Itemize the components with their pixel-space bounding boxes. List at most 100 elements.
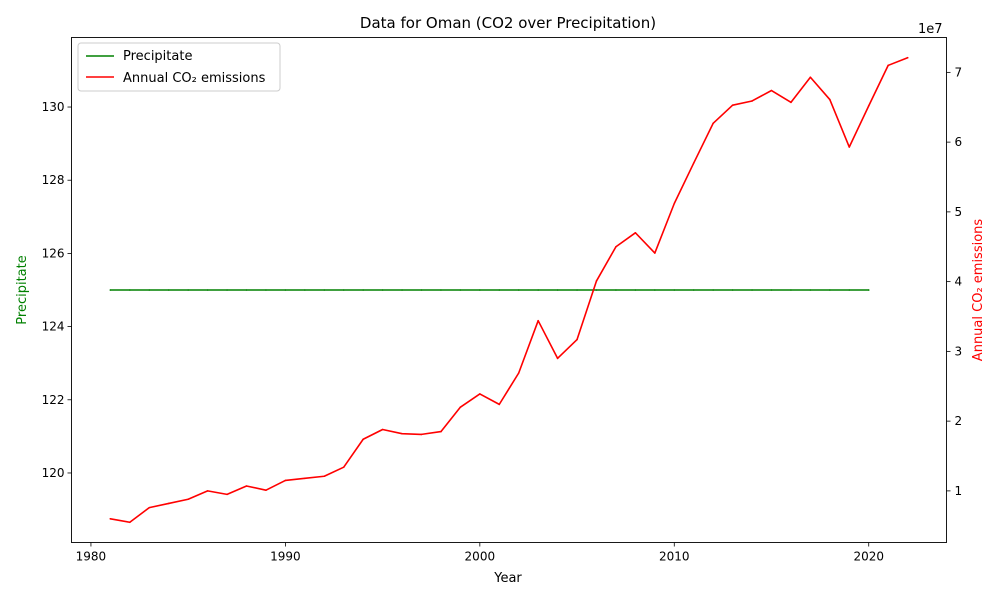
data-point-series-0-1982 [129, 289, 131, 291]
data-point-series-1-2016 [790, 101, 792, 104]
data-point-series-0-1996 [401, 289, 403, 291]
data-point-series-1-1981 [109, 517, 112, 520]
data-point-series-0-2006 [595, 289, 598, 291]
data-point-series-0-2003 [537, 289, 539, 291]
data-point-series-0-2004 [556, 289, 559, 291]
x-tick-label: 2020 [853, 550, 884, 564]
data-point-series-0-2017 [809, 289, 812, 291]
x-axis-label: Year [493, 571, 522, 586]
data-point-series-0-2007 [615, 289, 617, 291]
data-point-series-1-1991 [304, 477, 306, 480]
data-point-series-0-1992 [323, 289, 326, 291]
data-point-series-1-1997 [420, 433, 423, 436]
data-point-series-1-1999 [459, 406, 462, 408]
data-point-series-1-2022 [906, 56, 909, 59]
x-tick-label: 1990 [270, 550, 301, 564]
data-point-series-0-1997 [420, 289, 423, 291]
x-tick-label: 1980 [76, 550, 107, 564]
data-point-series-1-1982 [129, 521, 131, 524]
data-point-series-1-2013 [731, 104, 734, 106]
y-right-tick-label: 4 [955, 275, 963, 289]
data-point-series-1-2007 [615, 245, 617, 248]
data-point-series-0-2013 [731, 289, 734, 291]
data-point-series-1-2015 [770, 89, 773, 92]
data-point-series-0-1998 [440, 289, 442, 291]
data-point-series-1-2014 [751, 100, 753, 102]
data-point-series-1-1990 [284, 479, 287, 482]
y-right-tick-label: 3 [955, 344, 963, 358]
data-point-series-1-1983 [148, 506, 151, 509]
data-point-series-0-2019 [848, 289, 851, 291]
data-point-series-1-2009 [654, 252, 656, 254]
data-point-series-0-1988 [245, 289, 248, 291]
data-point-series-1-2002 [517, 372, 520, 374]
y-right-tick-label: 2 [955, 414, 963, 428]
data-point-series-1-1987 [226, 493, 228, 496]
y-left-tick-label: 122 [42, 393, 65, 407]
data-point-series-0-2002 [517, 289, 520, 291]
y-left-tick-label: 126 [42, 246, 65, 260]
data-point-series-1-2018 [829, 98, 831, 101]
data-point-series-1-1988 [245, 485, 248, 487]
data-point-series-0-2012 [712, 289, 714, 291]
data-point-series-1-2004 [556, 357, 559, 360]
data-point-series-0-1984 [167, 289, 170, 291]
data-point-series-1-1989 [265, 489, 267, 491]
data-point-series-1-2000 [479, 393, 481, 395]
data-point-series-1-2008 [634, 232, 637, 234]
legend-label-precipitate: Precipitate [123, 49, 192, 64]
data-point-series-0-2009 [654, 289, 656, 291]
data-point-series-0-1999 [459, 289, 462, 291]
legend-box [77, 42, 281, 92]
data-point-series-0-1985 [187, 289, 189, 291]
data-point-series-1-1996 [401, 432, 403, 435]
data-point-series-1-1995 [381, 428, 384, 431]
data-point-series-0-1986 [206, 289, 209, 291]
series-layer [109, 56, 909, 524]
data-point-series-1-1984 [167, 502, 170, 505]
data-point-series-1-2011 [692, 162, 695, 164]
data-point-series-1-1998 [440, 430, 442, 433]
data-point-series-0-2010 [673, 289, 676, 291]
legend-label-co2: Annual CO₂ emissions [123, 71, 266, 86]
y-axis-label-right: Annual CO₂ emissions [971, 219, 986, 362]
axes-layer: 1980 1990 2000 2010 202012012212412612813012… [42, 65, 963, 563]
y-left-tick-label: 128 [42, 173, 65, 187]
data-point-series-1-2020 [867, 105, 870, 107]
y-left-tick-label: 124 [42, 320, 65, 334]
data-point-series-1-1994 [362, 438, 364, 441]
data-point-series-0-2011 [692, 289, 695, 291]
data-point-series-0-1991 [304, 289, 306, 291]
data-point-series-0-1983 [148, 289, 151, 291]
y-right-tick-label: 5 [955, 205, 963, 219]
data-point-series-0-2014 [751, 289, 753, 291]
data-point-series-0-1981 [109, 289, 112, 291]
data-point-series-1-1986 [206, 490, 209, 492]
y-right-tick-label: 6 [955, 135, 963, 149]
data-point-series-1-2010 [673, 202, 676, 205]
y-right-tick-label: 1 [955, 484, 963, 498]
y-left-tick-label: 130 [42, 100, 65, 114]
data-point-series-0-2018 [829, 289, 831, 291]
data-point-series-1-1985 [187, 498, 189, 501]
x-tick-label: 2010 [659, 550, 690, 564]
data-point-series-0-1995 [381, 289, 384, 291]
data-point-series-0-1994 [362, 289, 364, 291]
legend: Precipitate Annual CO₂ emissions [77, 42, 281, 92]
data-point-series-1-2012 [712, 122, 714, 125]
data-point-series-1-1992 [323, 475, 326, 478]
data-point-series-0-2001 [498, 289, 501, 291]
data-point-series-0-1989 [265, 289, 267, 291]
y-right-tick-label: 7 [955, 65, 963, 79]
data-point-series-1-2006 [595, 280, 598, 282]
data-point-series-1-2001 [498, 403, 501, 406]
x-tick-label: 2000 [465, 550, 496, 564]
data-point-series-0-1987 [226, 289, 228, 291]
data-point-series-1-1993 [342, 466, 345, 468]
y-axis-offset-label-right: 1e7 [918, 22, 943, 37]
data-point-series-0-2005 [576, 289, 578, 291]
data-point-series-0-2000 [479, 289, 481, 291]
data-point-series-1-2021 [887, 64, 889, 67]
chart-title: Data for Oman (CO2 over Precipitation) [360, 14, 656, 32]
